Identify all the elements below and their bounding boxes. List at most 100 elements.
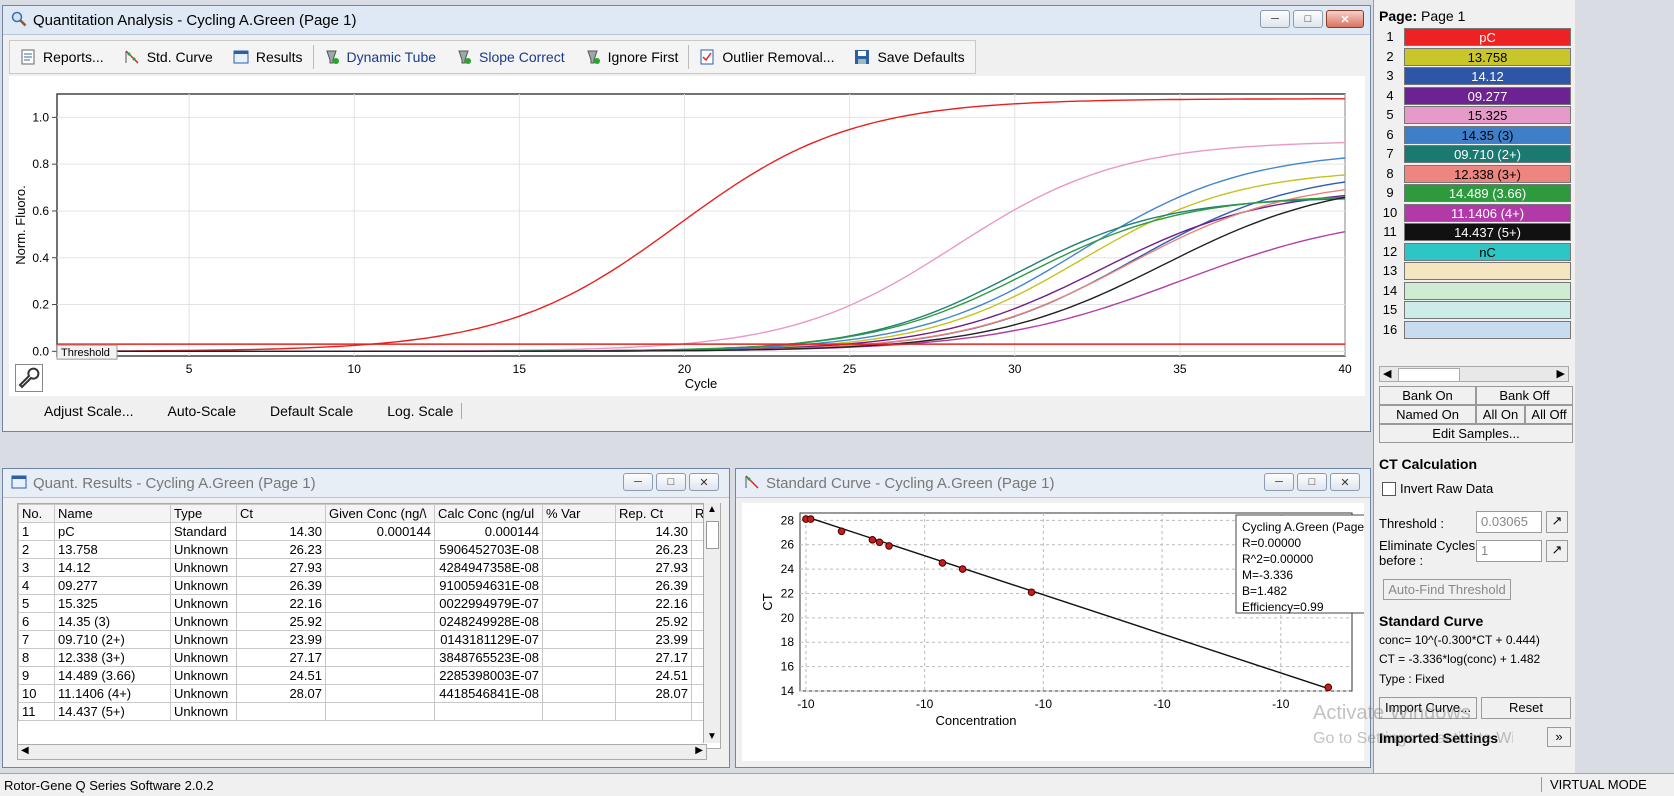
outlier-removal-button[interactable]: Outlier Removal...: [689, 42, 844, 72]
sample-row-8[interactable]: 8 12.338 (3+): [1379, 164, 1573, 184]
column-header[interactable]: Type: [170, 504, 237, 523]
column-header[interactable]: Ct: [236, 504, 326, 523]
import-curve-button[interactable]: Import Curve...: [1379, 697, 1477, 719]
maximize-button[interactable]: □: [1297, 473, 1327, 491]
sample-row-11[interactable]: 11 14.437 (5+): [1379, 223, 1573, 242]
table-row[interactable]: 3 14.12 Unknown 27.93 4284947358E-08 27.93: [18, 558, 720, 577]
close-button[interactable]: ✕: [1326, 10, 1364, 28]
column-header[interactable]: No.: [18, 504, 55, 523]
quant-results-titlebar[interactable]: Quant. Results - Cycling A.Green (Page 1…: [3, 469, 729, 498]
edit-samples-button[interactable]: Edit Samples...: [1379, 424, 1573, 443]
eliminate-cycles-input[interactable]: 1: [1476, 540, 1542, 562]
log-scale-button[interactable]: Log. Scale: [370, 403, 463, 419]
maximize-button[interactable]: □: [656, 473, 686, 491]
bank-on-button[interactable]: Bank On: [1379, 386, 1476, 405]
slope-correct-button[interactable]: Slope Correct: [446, 42, 575, 72]
sample-scrollbar[interactable]: ◀ ▶: [1379, 366, 1569, 382]
threshold-picker-button[interactable]: ↗: [1546, 511, 1568, 533]
amplification-chart[interactable]: 5 10 15 20 25 30 35 40 0.0 0.2 0.4 0.6 0.8 1.0 Cycle No…: [9, 76, 1365, 396]
activation-watermark-line2: Go to Settings to activate Windows.: [1313, 730, 1513, 747]
column-header[interactable]: % Var: [542, 504, 616, 523]
conc-equation: conc= 10^(-0.300*CT + 0.444): [1379, 633, 1540, 647]
table-row[interactable]: 2 13.758 Unknown 26.23 5906452703E-08 26.23: [18, 540, 720, 559]
column-header[interactable]: Given Conc (ng/\: [325, 504, 435, 523]
reports-button[interactable]: Reports...: [10, 42, 114, 72]
table-row[interactable]: 8 12.338 (3+) Unknown 27.17 3848765523E-08 27…: [18, 648, 720, 667]
sample-row-10[interactable]: 10 11.1406 (4+): [1379, 203, 1573, 223]
sample-row-12[interactable]: 12 nC: [1379, 242, 1573, 262]
default-scale-button[interactable]: Default Scale: [269, 403, 354, 419]
close-button[interactable]: ✕: [1330, 473, 1360, 491]
results-vscrollbar[interactable]: ▲ ▼: [703, 503, 720, 743]
maximize-button[interactable]: □: [1293, 10, 1323, 28]
std-x-tick-label: -10: [1272, 697, 1290, 711]
eliminate-picker-button[interactable]: ↗: [1546, 540, 1568, 562]
table-cell: [615, 702, 692, 721]
sample-row-6[interactable]: 6 14.35 (3): [1379, 125, 1573, 145]
column-header[interactable]: Name: [54, 504, 171, 523]
bank-off-button[interactable]: Bank Off: [1476, 386, 1573, 405]
reset-button[interactable]: Reset: [1481, 697, 1571, 719]
results-hscrollbar[interactable]: ◀ ▶: [17, 744, 707, 760]
sample-row-15[interactable]: 15: [1379, 301, 1573, 320]
scroll-right-icon[interactable]: ▶: [1556, 368, 1565, 380]
scroll-right-icon[interactable]: ▶: [695, 745, 703, 756]
table-row[interactable]: 5 15.325 Unknown 22.16 0022994979E-07 22.16: [18, 594, 720, 613]
table-row[interactable]: 6 14.35 (3) Unknown 25.92 0248249928E-08 25.9…: [18, 612, 720, 631]
amplification-chart-area: 5 10 15 20 25 30 35 40 0.0 0.2 0.4 0.6 0.8 1.0 Cycle No…: [9, 76, 1365, 396]
scroll-thumb[interactable]: [706, 521, 719, 549]
toolbar-separator: [312, 45, 314, 69]
standard-curve-titlebar[interactable]: Standard Curve - Cycling A.Green (Page 1…: [736, 469, 1370, 498]
auto-scale-button[interactable]: Auto-Scale: [167, 403, 236, 419]
sample-row-5[interactable]: 5 15.325: [1379, 106, 1573, 125]
save-defaults-button[interactable]: Save Defaults: [844, 42, 974, 72]
threshold-input[interactable]: 0.03065: [1476, 511, 1542, 533]
dynamic-tube-button[interactable]: Dynamic Tube: [314, 42, 446, 72]
results-table-container: No. Name Type Ct Given Conc (ng/\ Calc Conc (…: [17, 503, 721, 749]
expand-settings-button[interactable]: »: [1547, 727, 1571, 747]
std-x-tick-label: -10: [797, 697, 815, 711]
sample-row-9[interactable]: 9 14.489 (3.66): [1379, 184, 1573, 203]
column-header[interactable]: Calc Conc (ng/ul: [434, 504, 543, 523]
sample-row-13[interactable]: 13: [1379, 262, 1573, 281]
auto-find-threshold-button[interactable]: Auto-Find Threshold: [1383, 579, 1511, 600]
table-row[interactable]: 9 14.489 (3.66) Unknown 24.51 2285398003E-07…: [18, 666, 720, 685]
sample-row-4[interactable]: 4 09.277: [1379, 86, 1573, 106]
sample-row-2[interactable]: 2 13.758: [1379, 47, 1573, 67]
table-row[interactable]: 11 14.437 (5+) Unknown: [18, 702, 720, 721]
column-header[interactable]: Rep. Ct: [615, 504, 692, 523]
sample-row-16[interactable]: 16: [1379, 320, 1573, 340]
settings-wrench-button[interactable]: [15, 364, 43, 392]
invert-raw-checkbox[interactable]: [1382, 482, 1396, 496]
ignore-first-button[interactable]: Ignore First: [575, 42, 689, 72]
table-cell: 4418546841E-08: [434, 684, 543, 703]
table-cell: 27.93: [615, 558, 692, 577]
std-curve-button[interactable]: Std. Curve: [114, 42, 223, 72]
table-row[interactable]: 4 09.277 Unknown 26.39 9100594631E-08 26.39: [18, 576, 720, 595]
table-cell: [542, 630, 616, 649]
scroll-left-icon[interactable]: ◀: [21, 745, 29, 756]
adjust-scale-button[interactable]: Adjust Scale...: [44, 403, 134, 419]
results-button[interactable]: Results: [223, 42, 313, 72]
all-off-button[interactable]: All Off: [1525, 405, 1573, 424]
table-row[interactable]: 7 09.710 (2+) Unknown 23.99 0143181129E-07 23…: [18, 630, 720, 649]
minimize-button[interactable]: ─: [623, 473, 653, 491]
all-on-button[interactable]: All On: [1476, 405, 1525, 424]
table-row[interactable]: 1 pC Standard 14.30 0.000144 0.000144 14.30: [18, 522, 720, 541]
sample-row-1[interactable]: 1 pC: [1379, 28, 1573, 47]
quantitation-titlebar[interactable]: Quantitation Analysis - Cycling A.Green …: [3, 6, 1370, 35]
named-on-button[interactable]: Named On: [1379, 405, 1476, 424]
scroll-thumb[interactable]: [1398, 368, 1460, 382]
minimize-button[interactable]: ─: [1264, 473, 1294, 491]
table-row[interactable]: 10 11.1406 (4+) Unknown 28.07 4418546841E-08…: [18, 684, 720, 703]
sample-row-3[interactable]: 3 14.12: [1379, 67, 1573, 86]
dynamic-tube-icon: [325, 50, 339, 64]
sample-row-7[interactable]: 7 09.710 (2+): [1379, 145, 1573, 164]
sample-row-14[interactable]: 14: [1379, 281, 1573, 301]
scroll-down-icon[interactable]: ▼: [707, 731, 717, 742]
scroll-left-icon[interactable]: ◀: [1383, 368, 1392, 380]
scroll-up-icon[interactable]: ▲: [707, 504, 717, 515]
minimize-button[interactable]: ─: [1260, 10, 1290, 28]
close-button[interactable]: ✕: [689, 473, 719, 491]
